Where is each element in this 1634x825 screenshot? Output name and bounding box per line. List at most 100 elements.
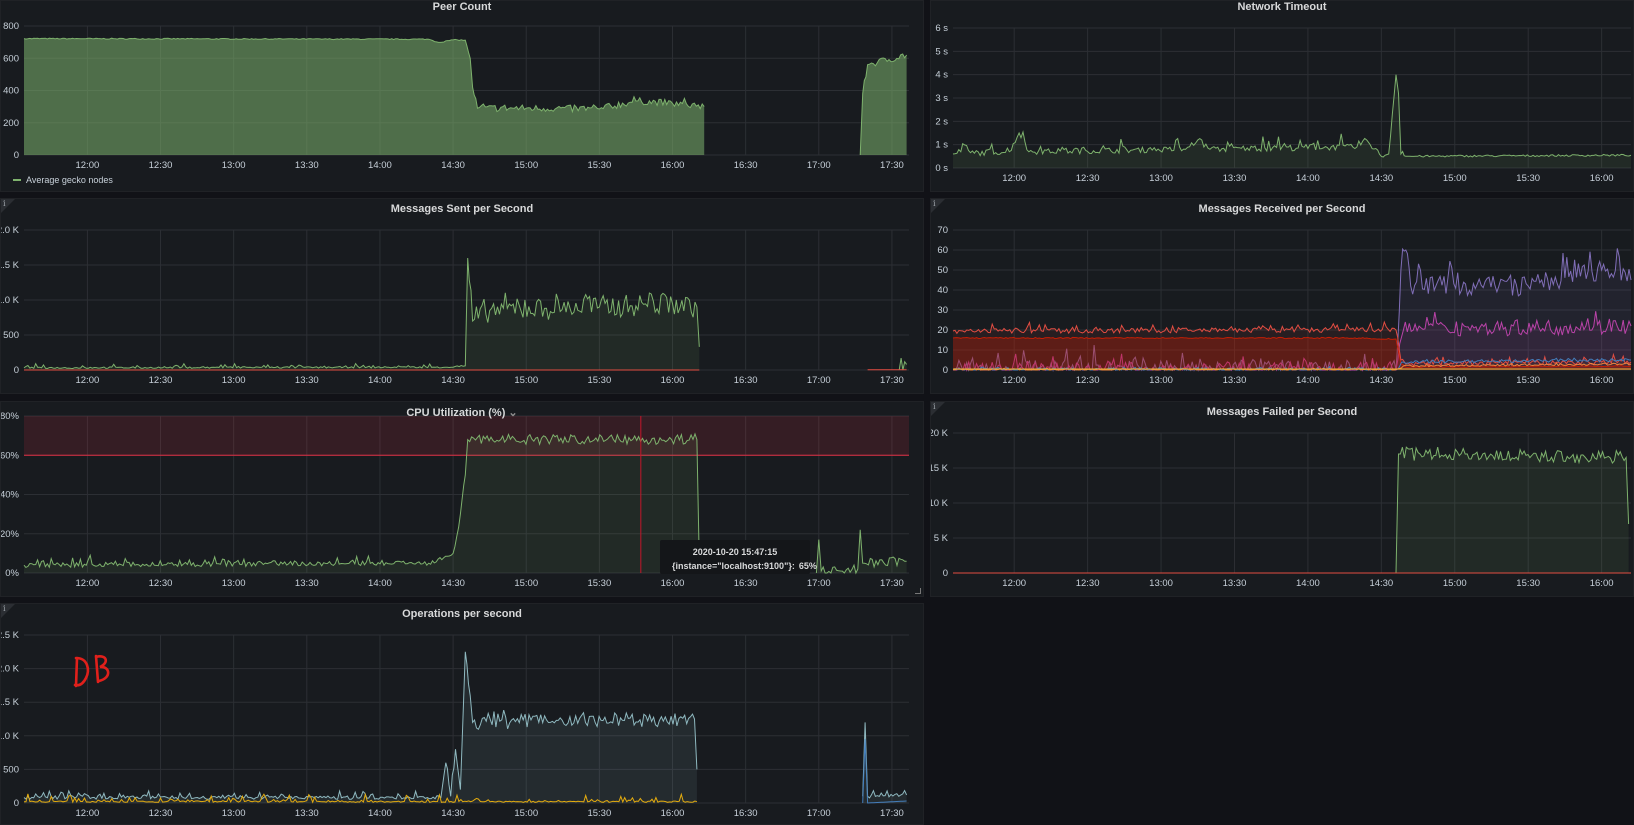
y-tick-label: 0 <box>14 150 19 161</box>
x-tick-label: 16:00 <box>1590 375 1614 386</box>
x-tick-label: 13:00 <box>1149 173 1173 184</box>
x-tick-label: 15:00 <box>514 160 538 171</box>
info-icon[interactable]: i <box>1 604 15 618</box>
series-line[interactable] <box>815 529 907 575</box>
tooltip-value: 65% <box>798 561 817 571</box>
messages-sent-chart[interactable]: 0 500 1.0 K 1.5 K 2.0 K 12:00 12:30 13:00 13:30 1… <box>1 199 923 393</box>
x-tick-label: 15:30 <box>587 160 611 171</box>
y-tick-label: 1.0 K <box>1 731 20 742</box>
series-line[interactable] <box>23 37 705 114</box>
x-tick-label: 12:30 <box>149 160 173 171</box>
panel-title[interactable]: Messages Failed per Second <box>1206 406 1358 418</box>
panel-title[interactable]: Messages Sent per Second <box>390 203 534 215</box>
tooltip-series: {instance="localhost:9100"}: <box>672 561 795 571</box>
panel-messages-failed: 0 5 K 10 K 15 K 20 K 12:00 12:30 13:00 13:30 14:0… <box>930 401 1634 597</box>
series-line[interactable] <box>952 74 1632 158</box>
x-tick-label: 13:00 <box>1149 578 1173 589</box>
y-tick-label: 2.0 K <box>1 664 20 675</box>
x-tick-label: 13:30 <box>1223 578 1247 589</box>
x-tick-label: 14:00 <box>1296 173 1320 184</box>
x-tick-label: 13:00 <box>222 160 246 171</box>
series-line[interactable] <box>24 792 698 804</box>
panel-title[interactable]: Peer Count <box>432 1 492 13</box>
series-line[interactable] <box>952 320 1632 367</box>
y-tick-label: 10 K <box>931 498 949 509</box>
x-tick-label: 16:00 <box>661 160 685 171</box>
y-tick-label: 6 s <box>935 23 948 34</box>
y-tick-label: 3 s <box>935 93 948 104</box>
panel-operations: 0 500 1.0 K 1.5 K 2.0 K 2.5 K 12:00 12:30 13:00 1… <box>0 603 924 825</box>
messages-received-chart[interactable]: 0 10 20 30 40 50 60 70 12:00 12:30 13:00 13:30 14:00… <box>931 199 1633 393</box>
resize-handle[interactable] <box>915 588 921 594</box>
x-tick-label: 16:00 <box>661 375 685 386</box>
x-tick-label: 12:30 <box>149 578 173 589</box>
panel-title[interactable]: CPU Utilization (%) ⌄ <box>1 406 923 419</box>
x-tick-label: 15:00 <box>1443 578 1467 589</box>
y-tick-label: 30 <box>937 305 948 316</box>
series-line[interactable] <box>952 336 1632 369</box>
messages-failed-chart[interactable]: 0 5 K 10 K 15 K 20 K 12:00 12:30 13:00 13:30 14:0… <box>931 402 1633 596</box>
series-line[interactable] <box>23 651 698 800</box>
x-tick-label: 13:30 <box>295 160 319 171</box>
network-timeout-chart[interactable]: 0 s 1 s 2 s 3 s 4 s 5 s 6 s 12:00 12:30 13:00 13:3… <box>931 1 1633 191</box>
series-line[interactable] <box>23 432 700 569</box>
panel-cpu-utilization: 0% 20% 40% 60% 80% 12:00 12:30 13:00 13:30 14:00 1… <box>0 401 924 597</box>
panel-network-timeout: 0 s 1 s 2 s 3 s 4 s 5 s 6 s 12:00 12:30 13:00 13:3… <box>930 0 1634 192</box>
y-tick-label: 2 s <box>935 116 948 127</box>
x-tick-label: 17:00 <box>807 160 831 171</box>
x-tick-label: 15:30 <box>1516 375 1540 386</box>
y-tick-label: 500 <box>3 764 19 775</box>
series-area <box>953 447 1629 573</box>
x-tick-label: 12:00 <box>1002 375 1026 386</box>
x-tick-label: 16:30 <box>734 160 758 171</box>
x-tick-label: 15:30 <box>1516 173 1540 184</box>
tooltip-time: 2020-10-20 15:47:15 <box>692 547 778 557</box>
x-tick-label: 15:30 <box>587 578 611 589</box>
x-tick-label: 14:30 <box>1369 375 1393 386</box>
x-tick-label: 16:30 <box>734 375 758 386</box>
x-tick-label: 15:00 <box>1443 375 1467 386</box>
peer-count-chart[interactable]: 0 200 400 600 800 12:00 12:30 13:00 13:30 14:00 14… <box>1 1 923 191</box>
legend-item[interactable]: Average gecko nodes <box>13 175 113 185</box>
series-line[interactable] <box>862 739 907 804</box>
panel-title[interactable]: Operations per second <box>402 608 522 620</box>
x-tick-label: 14:00 <box>1296 578 1320 589</box>
panel-title[interactable]: Network Timeout <box>1237 1 1327 13</box>
x-tick-label: 12:30 <box>1076 578 1100 589</box>
x-tick-label: 12:00 <box>1002 578 1026 589</box>
y-tick-label: 10 <box>937 345 948 356</box>
info-icon[interactable]: i <box>1 199 15 213</box>
x-tick-label: 15:00 <box>514 808 538 819</box>
series-area <box>24 651 697 803</box>
x-tick-label: 13:30 <box>295 578 319 589</box>
series-line[interactable] <box>952 357 1632 371</box>
y-tick-label: 1.5 K <box>1 697 20 708</box>
info-icon[interactable]: i <box>931 199 945 213</box>
y-tick-label: 50 <box>937 265 948 276</box>
series-area <box>953 311 1631 370</box>
x-tick-label: 13:30 <box>1223 375 1247 386</box>
x-tick-label: 14:00 <box>368 578 392 589</box>
x-tick-label: 15:00 <box>1443 173 1467 184</box>
x-tick-label: 14:00 <box>368 160 392 171</box>
cpu-utilization-chart[interactable]: 0% 20% 40% 60% 80% 12:00 12:30 13:00 13:30 14:00 1… <box>1 402 923 596</box>
series-line[interactable] <box>23 257 700 370</box>
y-tick-label: 0 <box>14 365 19 376</box>
chevron-down-icon[interactable]: ⌄ <box>508 407 518 419</box>
series-area <box>953 337 1631 370</box>
x-tick-label: 17:30 <box>880 578 904 589</box>
x-tick-label: 17:00 <box>807 375 831 386</box>
info-icon[interactable]: i <box>931 402 945 416</box>
series-line[interactable] <box>859 53 908 156</box>
series-line[interactable] <box>862 722 908 799</box>
y-tick-label: 200 <box>3 118 19 129</box>
panel-title[interactable]: Messages Received per Second <box>1198 203 1366 215</box>
y-tick-label: 20% <box>1 529 20 540</box>
legend-label: Average gecko nodes <box>26 175 113 185</box>
x-tick-label: 14:00 <box>368 808 392 819</box>
x-tick-label: 17:00 <box>807 808 831 819</box>
x-tick-label: 15:00 <box>514 375 538 386</box>
x-tick-label: 14:30 <box>441 160 465 171</box>
series-area <box>953 74 1631 168</box>
operations-chart[interactable]: 0 500 1.0 K 1.5 K 2.0 K 2.5 K 12:00 12:30 13:00 1… <box>1 604 923 824</box>
